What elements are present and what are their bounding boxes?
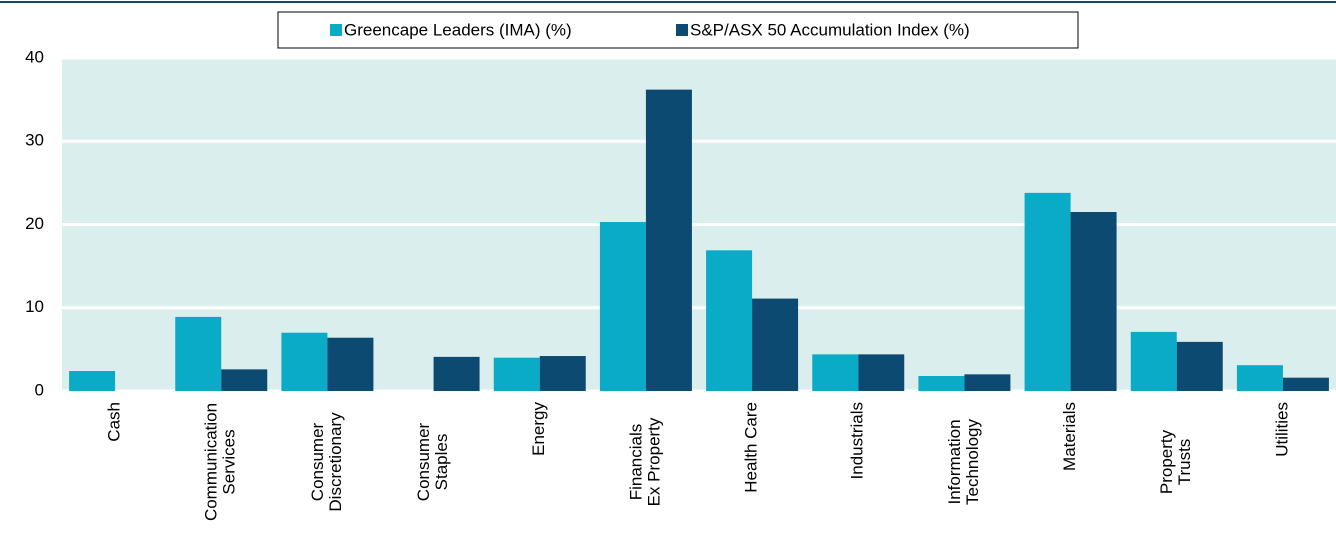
- bar: [327, 337, 374, 391]
- x-tick-label: Staples: [432, 434, 451, 491]
- x-tick-label: Trusts: [1175, 439, 1194, 486]
- bar: [1130, 331, 1177, 391]
- top-rule: [0, 1, 1336, 3]
- bar: [964, 374, 1011, 391]
- legend-label: Greencape Leaders (IMA) (%): [344, 20, 572, 39]
- bar: [706, 250, 753, 391]
- bar: [858, 354, 905, 391]
- x-tick-label: Technology: [963, 419, 982, 506]
- bar: [1024, 192, 1071, 391]
- x-tick-label: Financials: [626, 424, 645, 501]
- y-tick-label: 0: [35, 380, 44, 399]
- bar: [1282, 377, 1329, 391]
- y-tick-label: 40: [25, 47, 44, 66]
- x-tick-label: Health Care: [742, 402, 761, 493]
- bar: [918, 376, 965, 391]
- x-tick-label: Property: [1157, 429, 1176, 494]
- legend-label: S&P/ASX 50 Accumulation Index (%): [690, 20, 970, 39]
- x-tick-label: Consumer: [308, 422, 327, 501]
- x-tick-label: Energy: [529, 402, 548, 456]
- x-tick-label: Ex Property: [644, 417, 663, 506]
- bar: [69, 371, 116, 391]
- x-tick-label: Communication: [202, 403, 221, 521]
- bar: [221, 369, 268, 391]
- bar: [645, 89, 692, 391]
- x-tick-label: Materials: [1060, 402, 1079, 471]
- x-tick-label: Cash: [105, 402, 124, 442]
- bar: [281, 332, 328, 391]
- y-tick-label: 20: [25, 214, 44, 233]
- x-tick-label: Discretionary: [326, 412, 345, 512]
- bar: [1070, 212, 1117, 391]
- x-tick-label: Services: [220, 429, 239, 494]
- bar: [539, 356, 586, 391]
- bar: [1176, 341, 1223, 391]
- x-tick-label: Consumer: [414, 422, 433, 501]
- x-tick-label: Industrials: [848, 402, 867, 479]
- bar: [812, 354, 859, 391]
- y-tick-label: 10: [25, 297, 44, 316]
- bar: [1236, 365, 1283, 391]
- x-tick-label: Utilities: [1272, 402, 1291, 457]
- bar: [493, 357, 540, 391]
- bar: [175, 316, 222, 391]
- y-tick-label: 30: [25, 131, 44, 150]
- legend-swatch: [330, 24, 342, 36]
- x-tick-label: Information: [945, 419, 964, 504]
- bar: [599, 222, 646, 391]
- bar: [433, 356, 480, 391]
- bar: [752, 298, 799, 391]
- legend-swatch: [676, 24, 688, 36]
